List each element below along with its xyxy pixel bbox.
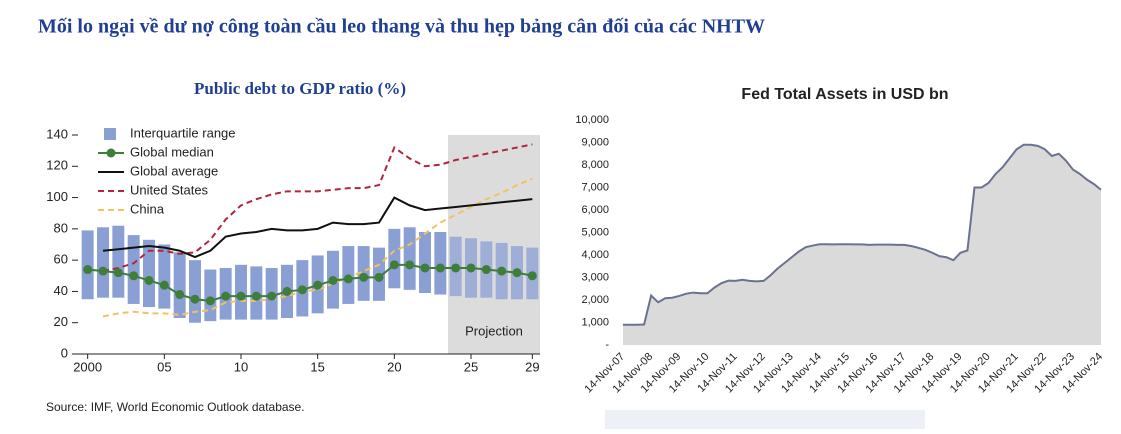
marker [512,268,522,278]
range-bar [403,227,416,290]
legend-label: China [130,201,165,216]
source: Source: IMF, World Economic Outlook data… [46,400,305,414]
range-bar [127,235,140,304]
marker [251,291,261,301]
marker [374,272,384,282]
range-bar [419,231,431,293]
marker [451,263,461,273]
y-tick-label: 7,000 [581,181,609,193]
marker [359,272,369,282]
range-bar [143,239,155,308]
legend-label: Interquartile range [130,125,236,140]
y-tick-label: 0 [61,345,68,360]
range-bar [434,231,447,295]
marker [328,275,338,285]
marker [405,260,415,270]
range-bar [189,260,201,323]
marker [313,280,323,290]
marker [236,291,246,301]
series-line [102,196,533,259]
slide-title: Mối lo ngại về dư nợ công toàn cầu leo t… [38,16,765,38]
y-tick-label: - [605,339,609,351]
legend-label: United States [130,182,209,197]
marker [497,266,507,276]
y-tick-label: 6,000 [581,204,609,216]
line [623,143,1102,326]
range-bar [97,227,109,298]
marker [221,291,231,301]
x-tick-label: 2000 [73,359,102,374]
y-tick-label: 20 [54,314,68,329]
marker [481,265,491,275]
y-tick-label: 8,000 [581,159,609,171]
y-tick-label: 80 [54,220,68,235]
marker [466,263,476,273]
marker [129,271,139,281]
projection-label: Projection [465,323,523,338]
y-tick-label: 4,000 [581,249,609,261]
marker [420,263,430,273]
marker [113,268,123,278]
x-tick-label: 25 [464,359,478,374]
series-line [102,143,533,273]
marker [297,285,307,295]
marker [343,274,353,284]
y-tick-label: 40 [54,283,68,298]
projection-area [448,135,540,354]
y-tick-label: 100 [46,189,68,204]
x-tick-label: 20 [387,359,401,374]
marker [190,294,200,304]
series-line [102,177,533,318]
marker [175,290,185,300]
marker [282,286,292,296]
marker [267,291,277,301]
range-bar [173,252,186,319]
marker [83,265,93,275]
marker [144,275,154,285]
y-tick-label: 2,000 [581,294,609,306]
range-bar [112,225,125,298]
range-bar [204,269,217,322]
y-tick-label: 5,000 [581,226,609,238]
marker [527,271,537,281]
marker [435,263,445,273]
x-tick-label: 15 [310,359,324,374]
x-tick-label: 29 [525,359,539,374]
decoration [605,410,925,429]
range-bar [158,244,171,309]
chart-title: Fed Total Assets in USD bn [741,86,948,103]
legend-label: Global median [130,144,214,159]
chart-title: Public debt to GDP ratio (%) [194,79,406,98]
marker [159,280,169,290]
x-tick-label: 05 [157,359,171,374]
range-bar [81,230,94,300]
legend-swatch [106,148,116,158]
y-tick-label: 60 [54,252,68,267]
legend-swatch [104,128,116,140]
y-tick-label: 3,000 [581,271,609,283]
y-tick-label: 1,000 [581,316,609,328]
marker [205,296,215,306]
marker [98,266,108,276]
y-tick-label: 10,000 [575,114,609,126]
legend-label: Global average [130,163,218,178]
y-tick-label: 120 [46,158,68,173]
y-tick-label: 140 [46,126,68,141]
x-tick-label: 10 [234,359,248,374]
y-tick-label: 9,000 [581,136,609,148]
range-bar [388,228,401,289]
marker [389,260,399,270]
